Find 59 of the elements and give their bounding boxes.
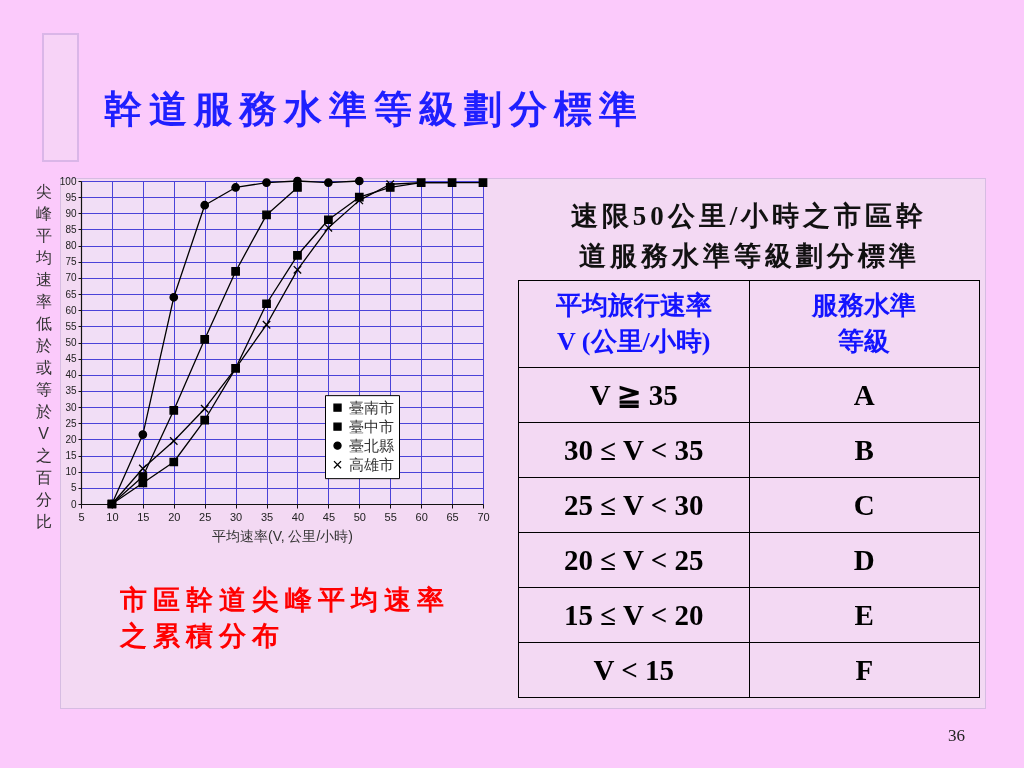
chart-title: 幹道服務水準等級劃分標準 xyxy=(104,87,644,132)
y-tick-label: 5 xyxy=(70,482,77,494)
y-tick-label: 50 xyxy=(65,337,77,348)
x-tick-label: 70 xyxy=(477,510,490,523)
y-tick-label: 20 xyxy=(65,433,77,445)
y-tick-label: 70 xyxy=(65,272,77,284)
y-tick-label: 0 xyxy=(70,498,77,510)
x-tick-label: 25 xyxy=(199,510,212,523)
y-tick-label: 45 xyxy=(65,353,77,365)
text: 尖峰平均速率低於或等於V之百分比 xyxy=(35,182,52,530)
x-tick-label: 5 xyxy=(78,510,85,523)
text: 25 ≤ V < 30 xyxy=(564,488,704,522)
y-tick-label: 100 xyxy=(59,175,77,187)
x-tick-label: 35 xyxy=(260,510,274,523)
y-tick-label: 10 xyxy=(65,466,77,478)
text: 速限50公里/小時之市區幹道服務水準等級劃分標準 xyxy=(569,200,929,273)
y-tick-label: 75 xyxy=(65,256,77,268)
x-tick-label: 40 xyxy=(291,510,305,523)
text: V < 15 xyxy=(593,653,674,687)
y-tick-label: 30 xyxy=(65,401,77,413)
x-tick-label: 65 xyxy=(446,510,459,523)
text: F xyxy=(855,653,874,687)
legend-label: 高雄市 xyxy=(349,455,395,473)
text: 市區幹道尖峰平均速率之累積分布 xyxy=(120,584,451,653)
y-tick-label: 85 xyxy=(65,223,77,235)
text: B xyxy=(854,433,874,467)
x-axis-title: 平均速率(V, 公里/小時) xyxy=(211,527,354,544)
x-tick-label: 50 xyxy=(353,510,366,523)
x-tick-label: 15 xyxy=(137,510,150,523)
text: 15 ≤ V < 20 xyxy=(564,598,704,632)
y-tick-label: 35 xyxy=(65,385,77,397)
text: C xyxy=(853,488,875,522)
text: E xyxy=(854,598,874,632)
text: 平均旅行速率 V (公里/小時) xyxy=(554,290,713,358)
text: 36 xyxy=(948,726,965,746)
x-tick-label: 30 xyxy=(229,510,243,523)
legend-label: 臺中市 xyxy=(349,417,395,435)
text: 20 ≤ V < 25 xyxy=(564,543,704,577)
y-tick-label: 40 xyxy=(65,369,77,381)
x-tick-label: 60 xyxy=(415,510,428,523)
y-tick-label: 65 xyxy=(65,288,77,300)
x-tick-label: 45 xyxy=(322,510,336,523)
legend-label: 臺北縣 xyxy=(349,436,395,454)
text: D xyxy=(853,543,875,577)
y-tick-label: 80 xyxy=(65,240,77,252)
y-tick-label: 15 xyxy=(65,450,77,462)
y-tick-label: 60 xyxy=(65,304,77,316)
x-tick-label: 10 xyxy=(106,510,119,523)
text: A xyxy=(853,378,875,412)
legend-label: 臺南市 xyxy=(349,398,395,416)
y-tick-label: 95 xyxy=(65,191,77,203)
text: 服務水準等級 xyxy=(810,290,918,358)
y-tick-label: 25 xyxy=(65,417,77,429)
y-tick-label: 90 xyxy=(65,207,77,219)
y-tick-label: 55 xyxy=(65,320,77,332)
text: 30 ≤ V < 35 xyxy=(564,433,704,467)
x-tick-label: 55 xyxy=(384,510,397,523)
text: V ≧ 35 xyxy=(589,378,678,412)
x-tick-label: 20 xyxy=(168,510,181,523)
